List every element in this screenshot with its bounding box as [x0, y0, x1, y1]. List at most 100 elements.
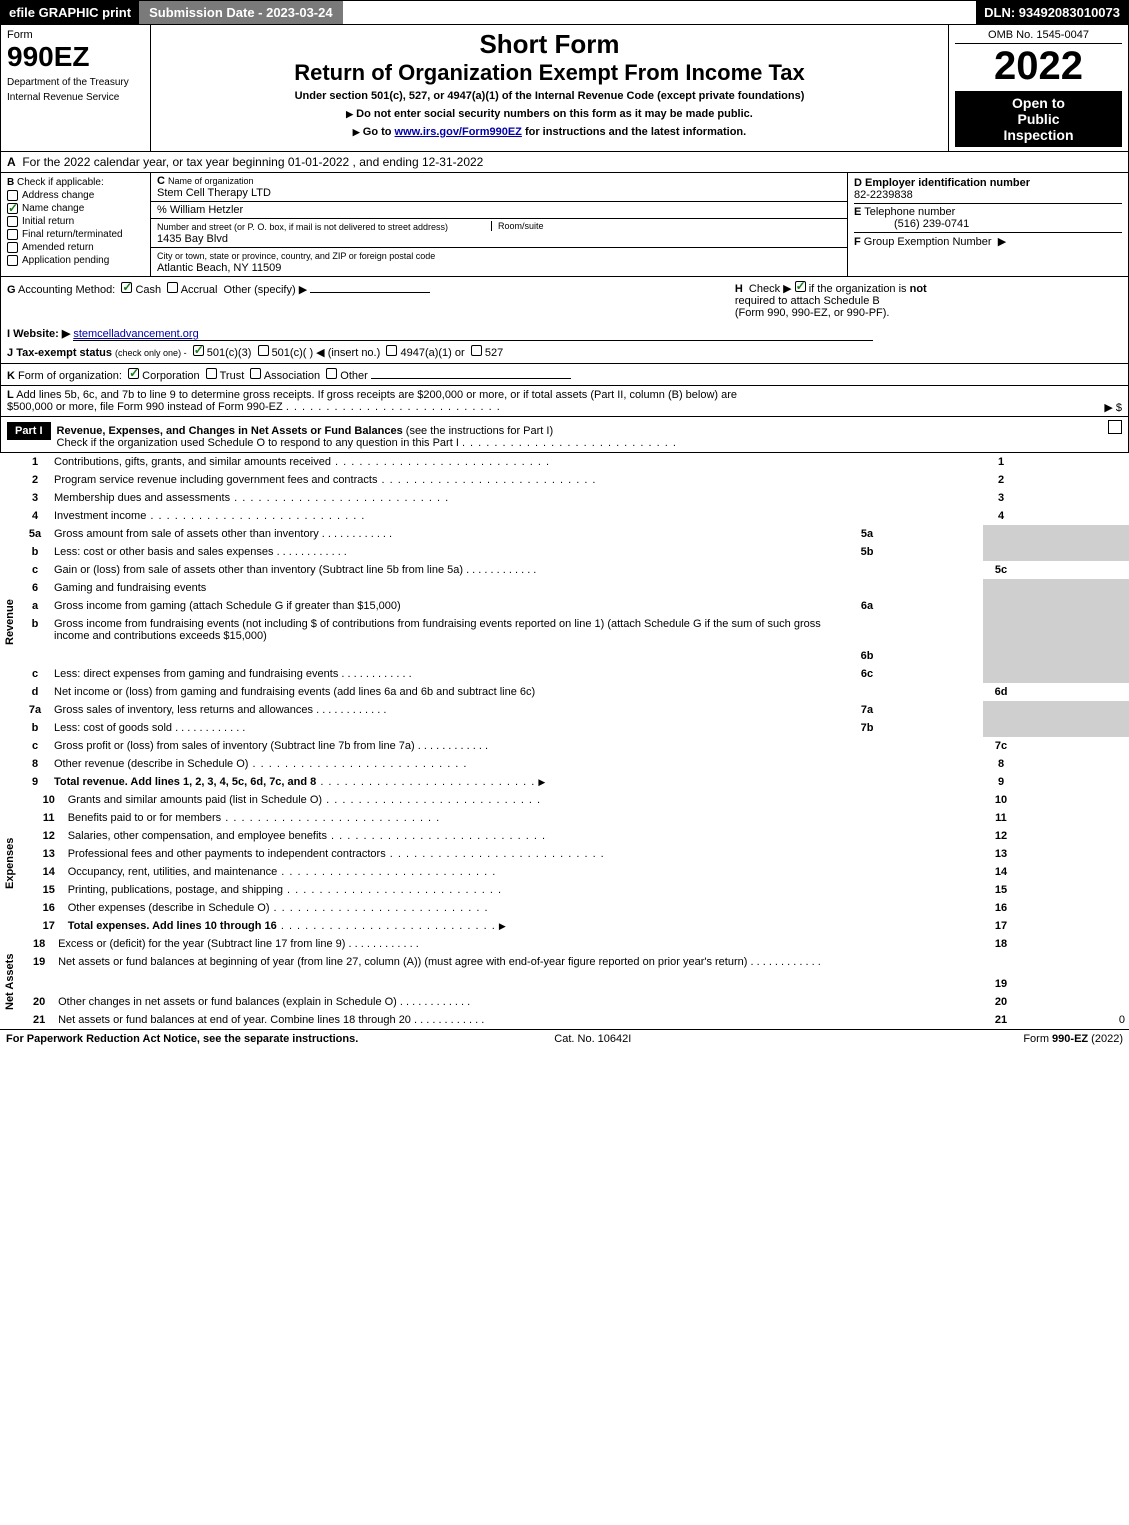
mid-num: 6a — [851, 597, 883, 615]
line-num: 7a — [20, 701, 50, 719]
table-row: b Less: cost of goods sold 7b — [0, 719, 1129, 737]
right-val — [1019, 827, 1129, 845]
dots-icon — [146, 510, 365, 522]
i-label: I — [7, 328, 10, 340]
line-desc: Net income or (loss) from gaming and fun… — [54, 686, 535, 698]
l-label: L — [7, 389, 14, 401]
chk-501c3[interactable] — [193, 345, 204, 356]
line-desc: Total expenses. Add lines 10 through 16 — [68, 920, 277, 932]
dots-icon — [463, 564, 536, 576]
line-num: 4 — [20, 507, 50, 525]
chk-other-org[interactable] — [326, 368, 337, 379]
line-desc: Grants and similar amounts paid (list in… — [68, 794, 322, 806]
chk-accrual[interactable] — [167, 282, 178, 293]
instr-ssn-text: Do not enter social security numbers on … — [356, 108, 753, 120]
g-other-field[interactable] — [310, 281, 430, 293]
line-desc: Program service revenue including govern… — [54, 474, 377, 486]
line-num: 12 — [34, 827, 64, 845]
city-value: Atlantic Beach, NY 11509 — [157, 262, 281, 274]
j-label: J — [7, 347, 13, 359]
line-num: 19 — [24, 953, 54, 993]
instr-link-pre: Go to — [363, 126, 395, 138]
g-other-label: Other (specify) ▶ — [224, 284, 308, 296]
grey-cell — [1019, 579, 1129, 597]
grey-cell — [983, 701, 1019, 719]
expenses-side-label: Expenses — [0, 791, 34, 935]
dots-icon — [327, 830, 546, 842]
tax-year: 2022 — [955, 44, 1122, 89]
line-desc: Other revenue (describe in Schedule O) — [54, 758, 248, 770]
k-other-field[interactable] — [371, 367, 571, 379]
chk-name-change[interactable]: Name change — [7, 203, 144, 214]
table-row: 13 Professional fees and other payments … — [0, 845, 1129, 863]
mid-val — [883, 597, 983, 615]
chk-address-change[interactable]: Address change — [7, 190, 144, 201]
net-assets-side-label: Net Assets — [0, 935, 24, 1029]
table-row: c Less: direct expenses from gaming and … — [0, 665, 1129, 683]
line-num: b — [20, 719, 50, 737]
form-number: 990EZ — [7, 41, 144, 73]
line-num: b — [20, 615, 50, 665]
dots-icon — [322, 794, 541, 806]
chk-amended-return[interactable]: Amended return — [7, 242, 144, 253]
part-i-checkbox[interactable] — [1108, 420, 1122, 434]
phone-value: (516) 239-0741 — [894, 218, 969, 230]
dots-icon — [747, 956, 820, 968]
chk-corporation[interactable] — [128, 368, 139, 379]
open-public-inspection: Open to Public Inspection — [955, 91, 1122, 147]
chk-label: Final return/terminated — [22, 229, 123, 240]
table-row: 21 Net assets or fund balances at end of… — [0, 1011, 1129, 1029]
checkbox-icon — [7, 242, 18, 253]
line-num: 2 — [20, 471, 50, 489]
dots-icon — [415, 740, 488, 752]
chk-application-pending[interactable]: Application pending — [7, 255, 144, 266]
checkbox-icon — [7, 190, 18, 201]
right-val — [1019, 737, 1129, 755]
line-desc: Printing, publications, postage, and shi… — [68, 884, 283, 896]
chk-h-not-required[interactable] — [795, 281, 806, 292]
org-name-value: Stem Cell Therapy LTD — [157, 187, 271, 199]
chk-association[interactable] — [250, 368, 261, 379]
line-desc: Gross income from gaming (attach Schedul… — [54, 600, 401, 612]
dots-icon — [277, 866, 496, 878]
footer-right: Form 990-EZ (2022) — [1023, 1033, 1123, 1045]
row-a-tax-year: A For the 2022 calendar year, or tax yea… — [0, 152, 1129, 173]
right-val — [1019, 881, 1129, 899]
dots-icon — [248, 758, 467, 770]
form-id-block: Form 990EZ Department of the Treasury In… — [1, 25, 151, 151]
chk-cash[interactable] — [121, 282, 132, 293]
chk-501c[interactable] — [258, 345, 269, 356]
dots-icon — [277, 920, 496, 932]
grey-cell — [1019, 525, 1129, 543]
chk-final-return[interactable]: Final return/terminated — [7, 229, 144, 240]
checkbox-icon — [7, 216, 18, 227]
chk-initial-return[interactable]: Initial return — [7, 216, 144, 227]
table-row: 2 Program service revenue including gove… — [0, 471, 1129, 489]
right-val — [1019, 755, 1129, 773]
right-num: 17 — [983, 917, 1019, 935]
line-num: 10 — [34, 791, 64, 809]
e-label: E — [854, 206, 861, 218]
h-not-bold: not — [910, 283, 927, 295]
irs-link[interactable]: www.irs.gov/Form990EZ — [395, 126, 522, 138]
dots-icon — [274, 546, 347, 558]
open-line-3: Inspection — [957, 127, 1120, 143]
d-heading: Employer identification number — [865, 177, 1030, 189]
j-sub: (check only one) - — [115, 348, 187, 358]
table-row: Expenses 10 Grants and similar amounts p… — [0, 791, 1129, 809]
line-desc: Net assets or fund balances at end of ye… — [58, 1014, 411, 1026]
chk-527[interactable] — [471, 345, 482, 356]
table-row: 12 Salaries, other compensation, and emp… — [0, 827, 1129, 845]
right-num: 9 — [983, 773, 1019, 791]
chk-trust[interactable] — [206, 368, 217, 379]
line-num: c — [20, 737, 50, 755]
table-row: 8 Other revenue (describe in Schedule O)… — [0, 755, 1129, 773]
chk-4947[interactable] — [386, 345, 397, 356]
website-value[interactable]: stemcelladvancement.org — [73, 328, 873, 341]
h-label: H — [735, 283, 743, 295]
right-val — [1019, 561, 1129, 579]
mid-num: 5a — [851, 525, 883, 543]
line-num: 9 — [20, 773, 50, 791]
right-num: 7c — [983, 737, 1019, 755]
dots-icon — [345, 938, 418, 950]
